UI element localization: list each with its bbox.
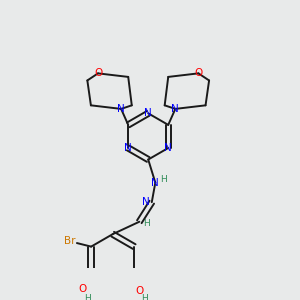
- Text: N: N: [124, 143, 132, 153]
- Text: N: N: [172, 104, 179, 114]
- Text: O: O: [194, 68, 202, 78]
- Text: O: O: [135, 286, 144, 296]
- Text: N: N: [152, 178, 159, 188]
- Text: H: H: [84, 294, 91, 300]
- Text: H: H: [160, 176, 167, 184]
- Text: O: O: [94, 68, 102, 78]
- Text: H: H: [142, 294, 148, 300]
- Text: H: H: [143, 219, 150, 228]
- Text: N: N: [164, 143, 172, 153]
- Text: Br: Br: [64, 236, 76, 246]
- Text: N: N: [142, 197, 149, 207]
- Text: O: O: [78, 284, 86, 294]
- Text: N: N: [144, 108, 152, 118]
- Text: N: N: [117, 104, 125, 114]
